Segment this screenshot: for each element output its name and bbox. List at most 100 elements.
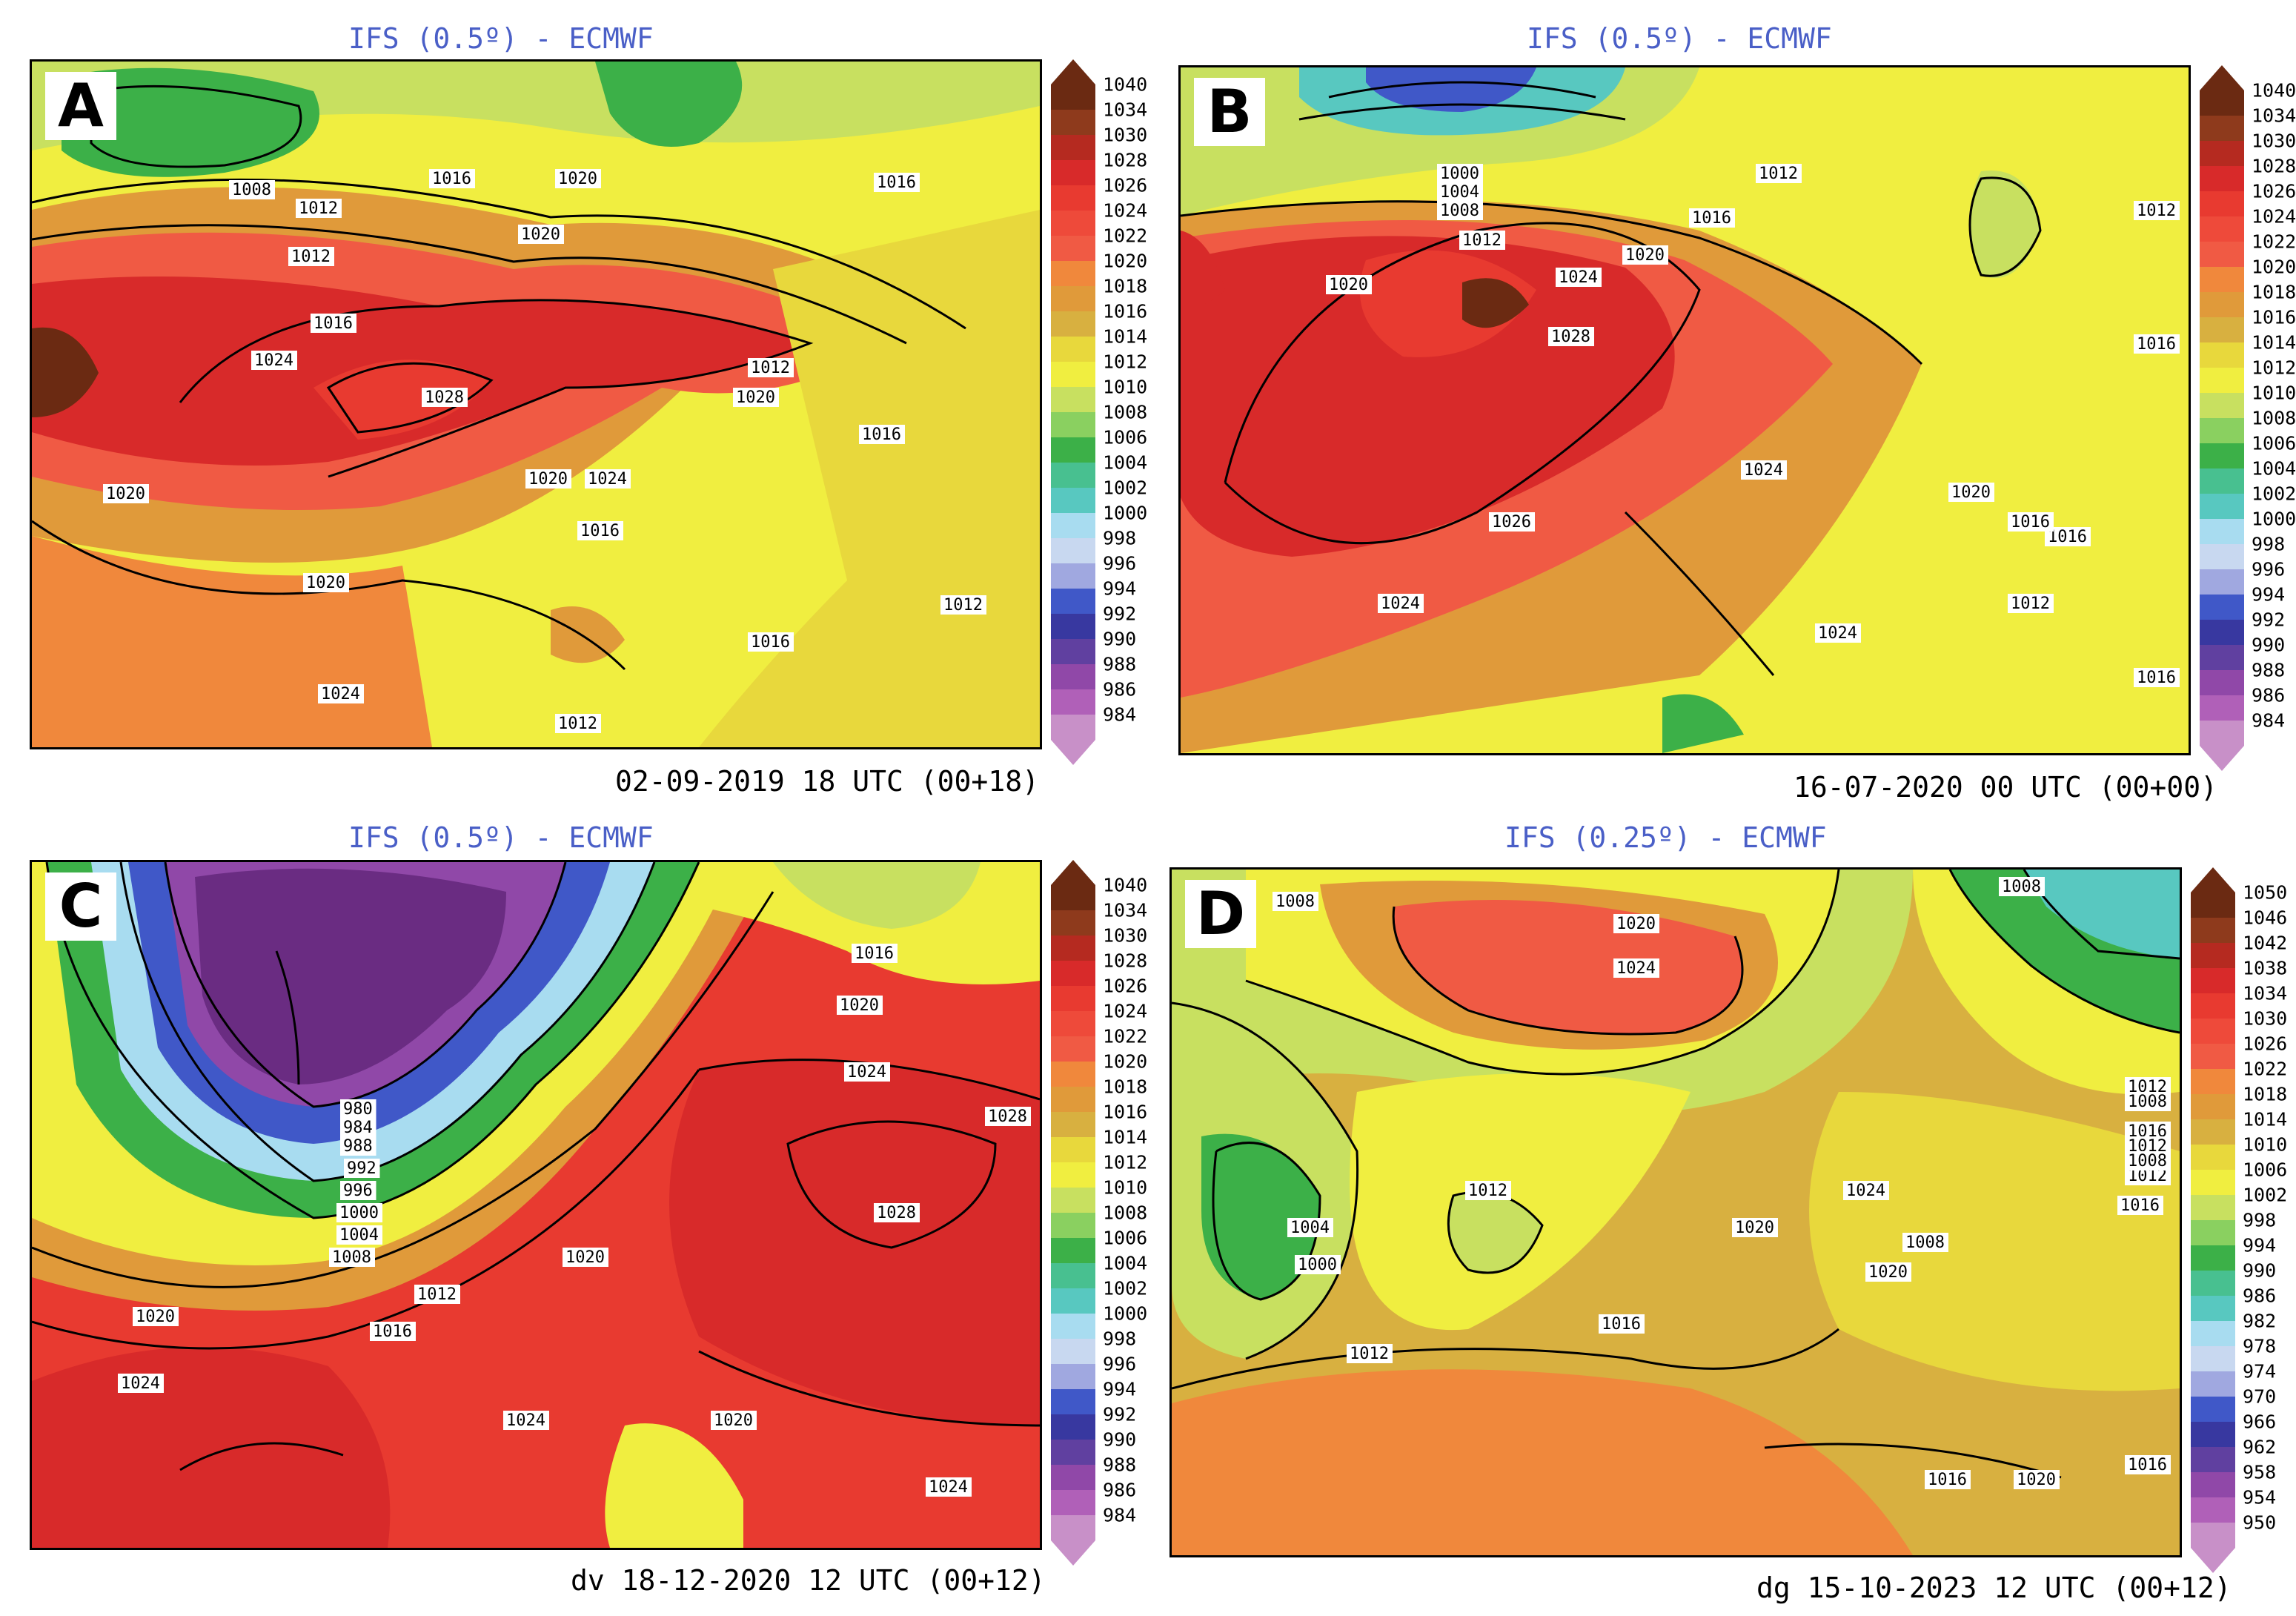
isobar-label: 1020 [1613, 914, 1659, 933]
colorbar-cell [1051, 1339, 1095, 1364]
colorbar-tick-label: 1010 [2252, 382, 2296, 404]
colorbar-cell [2200, 443, 2244, 468]
pressure-map: 1008 1008 1020 1024 1012 1024 1004 1008 1000 1020… [1169, 867, 2182, 1557]
isobar-label: 1016 [429, 169, 475, 188]
colorbar-tick-label: 990 [2243, 1259, 2277, 1282]
colorbar-tick-label: 1040 [2252, 79, 2296, 102]
svg-text:1012: 1012 [558, 715, 597, 733]
colorbar-cell [2200, 595, 2244, 620]
colorbar-cell [2191, 918, 2235, 943]
colorbar-tick-label: 1020 [2252, 256, 2296, 278]
isobar-label: 1024 [1843, 1181, 1889, 1200]
colorbar-cell [2200, 620, 2244, 645]
colorbar-bottom-arrow [2200, 746, 2244, 771]
colorbar-cell [2191, 1296, 2235, 1321]
isobar-label: 1000 [1295, 1255, 1341, 1274]
svg-text:1016: 1016 [877, 173, 916, 192]
colorbar-cell [1051, 639, 1095, 664]
colorbar-cell [2191, 1195, 2235, 1220]
colorbar-tick-label: 1022 [1103, 1025, 1148, 1047]
colorbar-tick-label: 996 [1103, 552, 1137, 574]
svg-text:988: 988 [343, 1137, 373, 1156]
colorbar-tick-label: 1018 [1103, 275, 1148, 297]
colorbar-cell [1051, 513, 1095, 538]
panel-letter: A [45, 72, 116, 140]
colorbar-cell [2191, 943, 2235, 968]
svg-text:1008: 1008 [1275, 893, 1315, 911]
colorbar-tick-label: 1034 [1103, 899, 1148, 921]
isobar-label: 1008 [1999, 877, 2045, 896]
svg-text:1016: 1016 [2011, 513, 2050, 532]
colorbar-tick-label: 1004 [1103, 451, 1148, 474]
colorbar-tick-label: 1028 [1103, 950, 1148, 972]
svg-text:1028: 1028 [988, 1107, 1027, 1126]
colorbar-cell [1051, 185, 1095, 211]
colorbar-cell [1051, 286, 1095, 311]
colorbar-cell [2200, 670, 2244, 695]
isobar-label: 1016 [1599, 1314, 1645, 1334]
colorbar-cell [2191, 1220, 2235, 1245]
isobar-label: 1016 [852, 944, 898, 963]
colorbar-cell [2191, 1094, 2235, 1119]
isobar-label: 1016 [2008, 512, 2054, 532]
svg-text:1016: 1016 [1602, 1315, 1641, 1334]
colorbar-cell [2191, 1145, 2235, 1170]
isobar-label: 1016 [311, 314, 356, 333]
colorbar-tick-label: 1008 [1103, 401, 1148, 423]
colorbar-cell [2200, 216, 2244, 242]
isobar-label: 1020 [1865, 1262, 1911, 1282]
isobar-label: 1016 [748, 632, 794, 652]
colorbar-cell [1051, 614, 1095, 639]
colorbar-tick-label: 1022 [1103, 225, 1148, 247]
colorbar-tick-label: 1024 [1103, 1000, 1148, 1022]
colorbar: 1040 1034 1030 1028 1026 1024 1022 1020 1018 1016… [1051, 860, 1147, 1566]
svg-text:1016: 1016 [313, 314, 353, 333]
colorbar-cell [1051, 986, 1095, 1011]
colorbar-tick-label: 990 [1103, 1428, 1137, 1451]
svg-text:1000: 1000 [1440, 165, 1479, 183]
svg-text:1020: 1020 [528, 470, 568, 489]
colorbar-tick-label: 1012 [2252, 357, 2296, 379]
colorbar-tick-label: 984 [2252, 709, 2286, 732]
svg-text:1016: 1016 [2120, 1196, 2160, 1215]
svg-text:1020: 1020 [106, 485, 145, 503]
colorbar-cell [2200, 242, 2244, 267]
isobar-label: 992 [344, 1159, 380, 1178]
colorbar-cell [2191, 1497, 2235, 1523]
colorbar-cell [1051, 961, 1095, 986]
colorbar-tick-label: 966 [2243, 1411, 2277, 1433]
panel-letter: C [45, 872, 116, 941]
svg-text:1020: 1020 [840, 996, 879, 1015]
svg-text:1016: 1016 [580, 522, 620, 540]
svg-text:1024: 1024 [506, 1411, 545, 1430]
svg-text:1008: 1008 [2128, 1093, 2167, 1111]
colorbar-tick-label: 990 [2252, 634, 2286, 656]
svg-text:1028: 1028 [1551, 328, 1590, 346]
colorbar-cell [1051, 1162, 1095, 1188]
colorbar-tick-label: 974 [2243, 1360, 2277, 1382]
svg-text:1012: 1012 [299, 199, 338, 218]
colorbar-tick-label: 1028 [2252, 155, 2296, 177]
isobar-label: 1016 [2134, 668, 2180, 687]
colorbar-cell [2200, 645, 2244, 670]
colorbar-tick-label: 1000 [1103, 1302, 1148, 1325]
date-stamp: dg 15-10-2023 12 UTC (00+12) [1756, 1572, 2232, 1604]
colorbar-tick-label: 1014 [1103, 1126, 1148, 1148]
svg-text:1026: 1026 [1492, 513, 1531, 532]
date-stamp: 02-09-2019 18 UTC (00+18) [615, 765, 1039, 798]
colorbar-tick-label: 988 [1103, 653, 1137, 675]
colorbar-tick-label: 1038 [2243, 957, 2288, 979]
colorbar-tick-label: 1018 [2243, 1083, 2288, 1105]
colorbar-top-arrow [1051, 860, 1095, 885]
isobar-label: 1012 [296, 199, 342, 218]
colorbar-cell [2200, 90, 2244, 116]
svg-text:1012: 1012 [291, 248, 331, 266]
colorbar-tick-label: 1034 [1103, 99, 1148, 121]
colorbar-tick-label: 1002 [2243, 1184, 2288, 1206]
svg-text:1024: 1024 [929, 1478, 968, 1497]
colorbar-cell [1051, 664, 1095, 689]
isobar-label: 1024 [1815, 623, 1861, 643]
colorbar-cell [1051, 1263, 1095, 1288]
colorbar-cell [1051, 885, 1095, 910]
colorbar-tick-label: 1026 [2243, 1033, 2288, 1055]
